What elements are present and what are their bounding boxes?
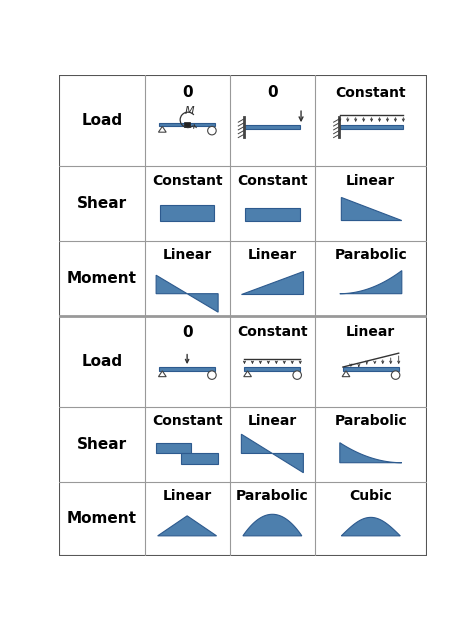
Text: Linear: Linear — [163, 248, 212, 262]
Polygon shape — [187, 294, 218, 312]
Polygon shape — [273, 454, 303, 472]
Polygon shape — [340, 442, 402, 462]
Text: Load: Load — [82, 354, 122, 369]
Circle shape — [208, 371, 216, 379]
Polygon shape — [244, 371, 251, 377]
Circle shape — [392, 371, 400, 379]
Text: Parabolic: Parabolic — [236, 489, 309, 502]
Text: Linear: Linear — [248, 248, 297, 262]
Bar — [159, 122, 215, 126]
Bar — [245, 125, 300, 129]
Text: Linear: Linear — [248, 414, 297, 428]
Text: Moment: Moment — [67, 271, 137, 286]
Text: Constant: Constant — [152, 414, 222, 428]
Polygon shape — [245, 208, 300, 221]
Circle shape — [208, 126, 216, 135]
Polygon shape — [243, 514, 302, 536]
Text: Parabolic: Parabolic — [335, 414, 407, 428]
Text: Shear: Shear — [77, 196, 127, 211]
Text: Shear: Shear — [77, 437, 127, 452]
Text: Linear: Linear — [346, 174, 395, 188]
Bar — [159, 367, 215, 371]
Polygon shape — [158, 371, 166, 377]
Text: Parabolic: Parabolic — [335, 248, 407, 262]
Text: Linear: Linear — [346, 325, 395, 339]
Polygon shape — [341, 198, 402, 221]
Text: M: M — [185, 106, 194, 116]
Circle shape — [293, 371, 301, 379]
Polygon shape — [340, 271, 402, 294]
Polygon shape — [241, 271, 303, 294]
Polygon shape — [158, 126, 166, 132]
Text: 0: 0 — [182, 86, 192, 101]
Bar — [340, 125, 403, 129]
Text: Moment: Moment — [67, 511, 137, 526]
Text: Constant: Constant — [152, 174, 222, 188]
Polygon shape — [241, 434, 273, 454]
Bar — [245, 367, 300, 371]
Polygon shape — [341, 518, 400, 536]
Polygon shape — [156, 442, 191, 454]
Polygon shape — [156, 275, 187, 294]
Text: Constant: Constant — [237, 174, 308, 188]
Text: Load: Load — [82, 113, 122, 128]
Text: 0: 0 — [182, 324, 192, 339]
Bar — [184, 122, 190, 127]
Bar — [343, 367, 399, 371]
Text: 0: 0 — [267, 86, 278, 101]
Text: Constant: Constant — [336, 86, 406, 100]
Polygon shape — [160, 205, 214, 221]
Text: Cubic: Cubic — [349, 489, 392, 502]
Text: Constant: Constant — [237, 325, 308, 339]
Polygon shape — [158, 516, 217, 536]
Polygon shape — [342, 371, 350, 377]
Text: Linear: Linear — [163, 489, 212, 502]
Polygon shape — [181, 454, 218, 464]
